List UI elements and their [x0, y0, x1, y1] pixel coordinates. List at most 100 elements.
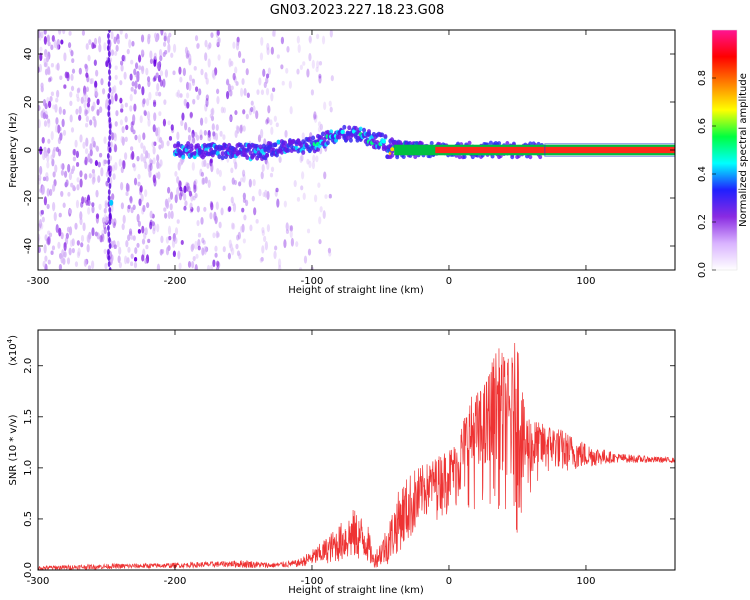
noise-speckle — [52, 183, 56, 192]
noise-speckle — [215, 266, 220, 270]
noise-speckle — [263, 235, 267, 242]
noise-speckle — [212, 232, 216, 239]
noise-speckle — [68, 208, 73, 214]
noise-speckle — [149, 163, 153, 171]
noise-speckle — [84, 108, 88, 117]
noise-speckle — [210, 163, 214, 173]
noise-speckle — [72, 184, 76, 192]
noise-speckle — [62, 202, 66, 208]
noise-speckle — [130, 261, 134, 267]
noise-speckle — [102, 221, 107, 230]
noise-speckle — [38, 119, 41, 129]
noise-speckle — [58, 227, 62, 237]
noise-speckle — [113, 244, 117, 250]
noise-speckle — [274, 245, 278, 251]
noise-speckle — [330, 75, 334, 82]
noise-speckle — [84, 148, 89, 155]
spectral-band-mark — [311, 135, 316, 141]
noise-speckle — [65, 179, 69, 187]
noise-speckle — [55, 42, 60, 51]
noise-speckle — [285, 229, 290, 234]
spectral-band-mark — [245, 155, 250, 160]
noise-speckle — [50, 250, 54, 256]
streak-mark — [108, 219, 112, 225]
noise-speckle — [51, 34, 55, 42]
noise-speckle — [60, 163, 64, 170]
noise-speckle — [260, 256, 264, 262]
noise-speckle — [127, 234, 131, 242]
noise-speckle — [119, 97, 123, 104]
noise-speckle — [170, 210, 174, 220]
spectral-band-mark — [414, 140, 419, 146]
noise-speckle — [310, 89, 314, 96]
noise-speckle — [255, 110, 259, 119]
noise-speckle — [44, 234, 48, 241]
noise-speckle — [239, 124, 243, 134]
spectral-band-mark — [276, 139, 281, 145]
noise-speckle — [60, 232, 64, 240]
noise-speckle — [41, 136, 45, 144]
noise-speckle — [153, 58, 157, 67]
spectral-band-mark — [347, 125, 352, 131]
y-tick-label: 2.0 — [23, 358, 34, 374]
noise-speckle — [245, 68, 249, 76]
snr-multiplier-exp: 4 — [6, 338, 14, 343]
snr-multiplier: (x104) — [6, 335, 19, 366]
spectral-band-mark — [366, 131, 371, 137]
noise-speckle — [251, 195, 255, 202]
noise-speckle — [157, 74, 162, 83]
noise-speckle — [40, 31, 44, 39]
noise-speckle — [57, 148, 62, 157]
noise-speckle — [195, 253, 199, 259]
noise-speckle — [315, 155, 319, 163]
noise-speckle — [216, 88, 220, 95]
noise-speckle — [78, 105, 82, 115]
noise-speckle — [60, 191, 64, 196]
noise-speckle — [195, 134, 200, 141]
noise-speckle — [259, 257, 263, 263]
noise-speckle — [261, 245, 265, 254]
noise-speckle — [97, 161, 101, 168]
noise-speckle — [129, 93, 133, 102]
noise-speckle — [296, 35, 300, 44]
noise-speckle — [307, 248, 312, 256]
noise-speckle — [243, 214, 247, 221]
noise-speckle — [312, 113, 317, 121]
spectral-band-mark — [316, 147, 321, 152]
noise-speckle — [55, 146, 60, 153]
noise-speckle — [138, 198, 142, 206]
noise-speckle — [306, 228, 311, 234]
noise-speckle — [75, 93, 80, 98]
noise-speckle — [178, 192, 183, 201]
noise-speckle — [230, 85, 234, 91]
carrier-line-halo — [544, 143, 675, 157]
y-tick-label: -20 — [23, 190, 34, 206]
noise-speckle — [328, 100, 332, 107]
noise-speckle — [177, 161, 181, 171]
noise-speckle — [43, 58, 47, 65]
noise-speckle — [99, 234, 103, 243]
noise-speckle — [76, 177, 80, 183]
noise-speckle — [188, 190, 193, 197]
noise-speckle — [112, 173, 116, 181]
streak-mark — [108, 171, 112, 177]
noise-speckle — [130, 253, 134, 259]
noise-speckle — [59, 132, 63, 141]
noise-speckle — [328, 193, 332, 199]
noise-speckle — [93, 118, 97, 128]
noise-speckle — [204, 72, 208, 80]
noise-speckle — [242, 125, 246, 132]
noise-speckle — [136, 213, 140, 223]
noise-speckle — [169, 203, 173, 211]
noise-speckle — [318, 239, 322, 245]
noise-speckle — [156, 154, 160, 162]
noise-speckle — [209, 113, 213, 119]
streak-mark — [106, 153, 110, 159]
noise-speckle — [299, 64, 303, 71]
noise-speckle — [95, 145, 99, 150]
spectral-band-mark — [301, 150, 306, 155]
x-tick-label: -100 — [301, 576, 324, 587]
noise-speckle — [140, 65, 145, 72]
